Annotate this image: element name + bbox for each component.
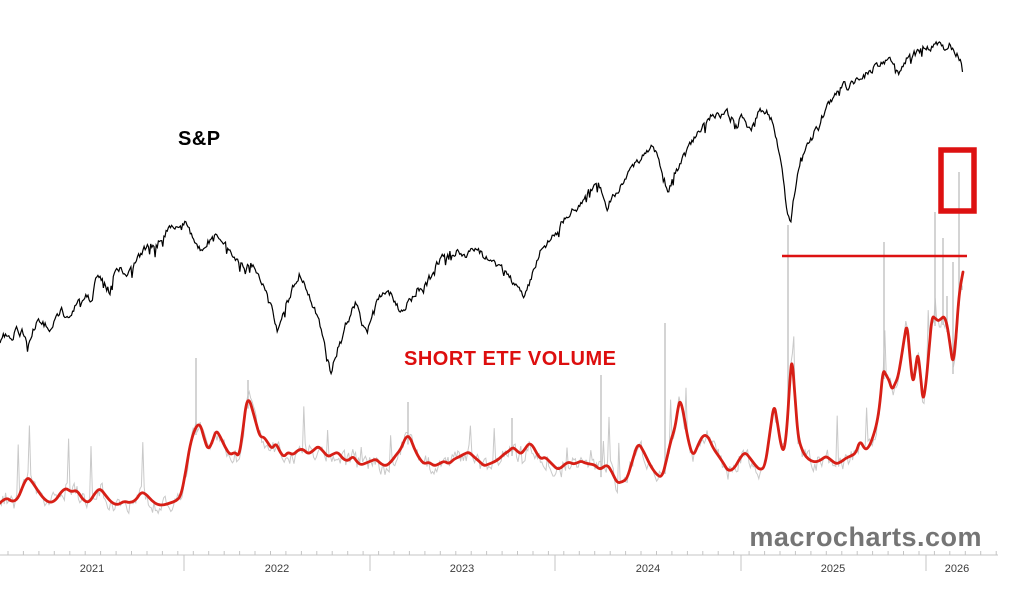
x-axis-year-label: 2023 [449, 563, 475, 575]
x-axis-year-label: 2025 [820, 563, 846, 575]
x-axis-year-label: 2021 [79, 563, 105, 575]
short-etf-volume-label: SHORT ETF VOLUME [404, 348, 617, 370]
x-axis-year-label: 2024 [635, 563, 661, 575]
watermark-text: macrocharts.com [749, 522, 982, 552]
x-axis-year-label: 2022 [264, 563, 290, 575]
sp-series-label: S&P [178, 128, 221, 150]
x-axis-year-label: 2026 [944, 563, 970, 575]
